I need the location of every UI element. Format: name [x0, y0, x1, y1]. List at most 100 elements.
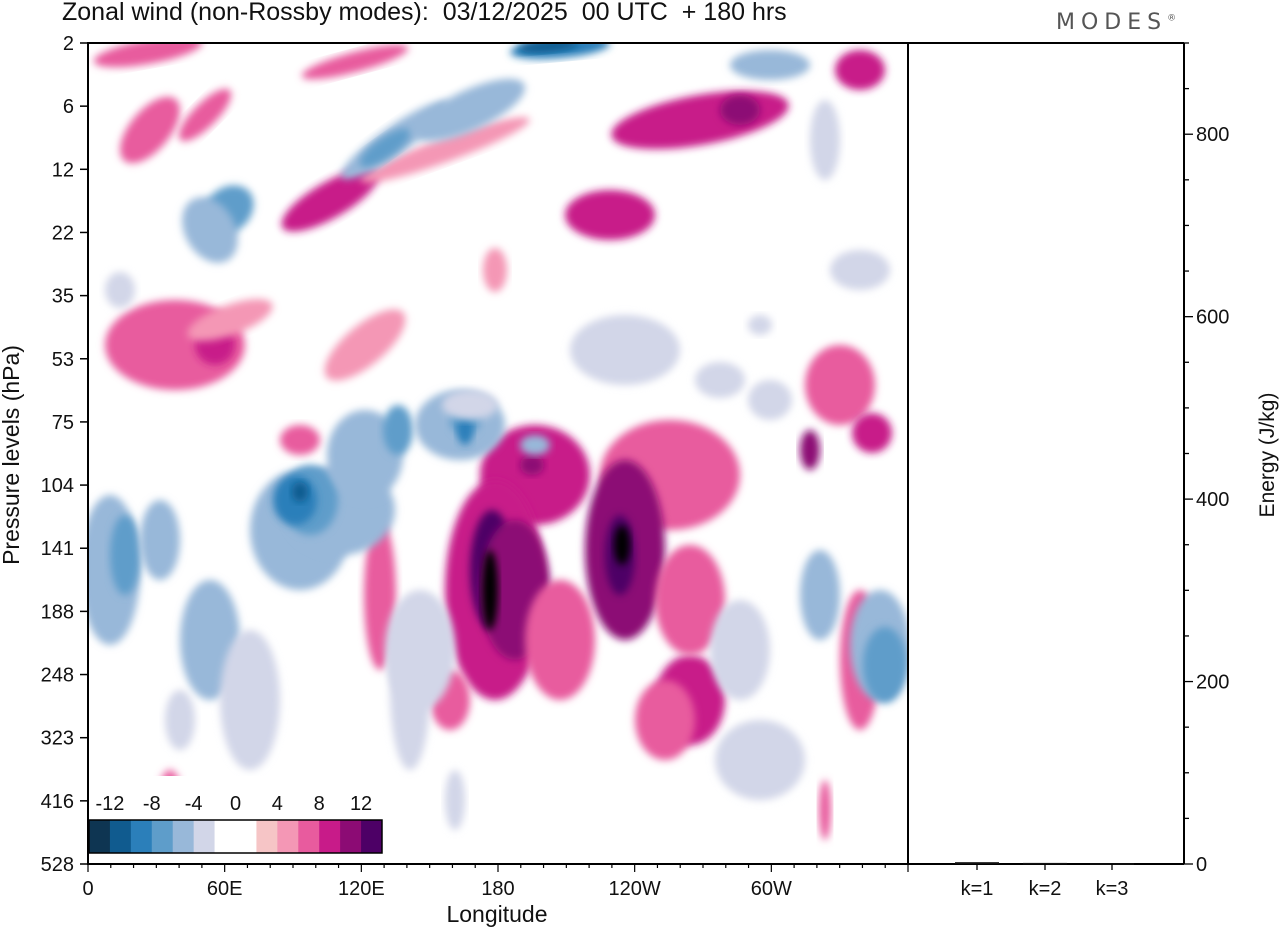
y-tick-label: 2: [63, 33, 74, 55]
wind-anomaly: [710, 600, 770, 700]
wind-anomaly: [442, 390, 498, 420]
colorbar-label: -8: [143, 793, 161, 815]
wind-anomaly: [715, 720, 805, 800]
wind-anomaly: [635, 680, 695, 760]
energy-category-label: k=1: [961, 878, 994, 900]
wind-anomaly: [457, 415, 473, 445]
energy-bar: [955, 862, 999, 864]
wind-anomaly: [520, 455, 544, 475]
y-tick-label: 323: [41, 728, 74, 750]
colorbar-label: 8: [314, 793, 325, 815]
energy-tick-label: 0: [1196, 854, 1207, 876]
wind-anomaly: [482, 550, 498, 630]
colorbar-swatch: [214, 820, 236, 853]
y-tick-label: 12: [52, 159, 74, 181]
wind-anomaly: [383, 405, 413, 455]
y-tick-label: 75: [52, 412, 74, 434]
wind-anomaly: [570, 315, 680, 385]
wind-anomaly: [182, 197, 238, 263]
registered-mark: ®: [1167, 13, 1177, 24]
chart-title: Zonal wind (non-Rossby modes): 03/12/202…: [62, 0, 787, 26]
wind-anomaly: [105, 272, 135, 308]
energy-tick-label: 600: [1196, 307, 1229, 329]
colorbar-swatch: [109, 820, 132, 853]
colorbar: -12 -8 -4 0 4 8 12: [87, 776, 384, 857]
energy-tick-label: 200: [1196, 672, 1229, 694]
y-tick-label: 416: [41, 791, 74, 813]
y-tick-label: 141: [41, 538, 74, 560]
wind-anomaly: [220, 630, 280, 770]
x-tick-label: 120E: [338, 878, 385, 900]
wind-anomaly: [140, 500, 180, 580]
wind-anomaly: [720, 95, 760, 125]
colorbar-swatch: [256, 820, 278, 853]
energy-category-label: k=2: [1029, 878, 1062, 900]
colorbar-swatch: [361, 820, 383, 853]
wind-anomaly: [835, 50, 885, 90]
x-tick-label: 180: [481, 878, 514, 900]
colorbar-swatch: [193, 820, 216, 853]
wind-anomaly: [281, 168, 379, 232]
y-tick-label: 528: [41, 854, 74, 876]
wind-anomaly: [565, 190, 655, 240]
wind-anomaly: [830, 250, 890, 290]
x-tick-label: 0: [82, 878, 93, 900]
colorbar-swatch: [172, 820, 195, 853]
brand-name: MODES: [1056, 10, 1168, 35]
colorbar-label: -12: [95, 793, 124, 815]
colorbar-swatch: [235, 820, 257, 853]
wind-anomaly: [614, 525, 630, 565]
y-tick-label: 6: [63, 96, 74, 118]
wind-anomaly: [360, 117, 530, 183]
energy-category-label: k=3: [1096, 878, 1129, 900]
wind-anomaly: [110, 515, 140, 595]
x-tick-label: 120W: [609, 878, 661, 900]
colorbar-swatch: [89, 820, 111, 853]
wind-anomaly: [518, 43, 578, 53]
energy-tick-label: 800: [1196, 124, 1229, 146]
colorbar-label: 4: [272, 793, 283, 815]
wind-anomaly: [695, 362, 745, 398]
wind-anomaly: [359, 128, 411, 168]
wind-anomaly: [520, 435, 550, 455]
wind-anomaly: [655, 545, 725, 655]
colorbar-label: 0: [230, 793, 241, 815]
colorbar-swatch: [277, 820, 299, 853]
y-tick-label: 104: [41, 475, 74, 497]
y-tick-label: 188: [41, 601, 74, 623]
wind-anomaly: [748, 380, 792, 420]
wind-anomaly: [280, 425, 320, 455]
wind-anomaly: [800, 430, 820, 470]
x-tick-label: 60E: [207, 878, 243, 900]
wind-anomaly: [390, 610, 430, 770]
y-tick-label: 53: [52, 349, 74, 371]
wind-anomaly: [93, 43, 203, 68]
wind-anomaly: [187, 299, 273, 341]
brand-logo: MODES®: [1056, 10, 1176, 35]
wind-anomaly: [819, 780, 831, 840]
colorbar-label: 12: [350, 793, 372, 815]
wind-anomaly: [178, 88, 232, 142]
wind-anomaly: [810, 100, 840, 180]
y-tick-label: 248: [41, 665, 74, 687]
wind-anomaly: [120, 96, 180, 164]
wind-anomaly: [165, 690, 195, 750]
energy-panel: 0 200 400 600 800 Energy (J/kg) k=1 k=2 k=3: [908, 42, 1279, 900]
wind-anomaly: [445, 770, 465, 830]
x-tick-label: 60W: [751, 878, 792, 900]
y-tick-label: 35: [52, 286, 74, 308]
colorbar-swatch: [340, 820, 362, 853]
wind-anomaly: [301, 44, 409, 80]
colorbar-swatch: [151, 820, 174, 853]
colorbar-swatch: [130, 820, 153, 853]
wind-anomaly: [292, 482, 308, 502]
wind-anomaly: [852, 413, 892, 453]
energy-bar: [1023, 862, 1067, 865]
wind-field: [88, 43, 908, 840]
energy-axis-label: Energy (J/kg): [1256, 393, 1279, 518]
wind-anomaly: [730, 50, 810, 80]
y-axis-label: Pressure levels (hPa): [0, 345, 24, 565]
x-axis-label: Longitude: [446, 901, 547, 927]
